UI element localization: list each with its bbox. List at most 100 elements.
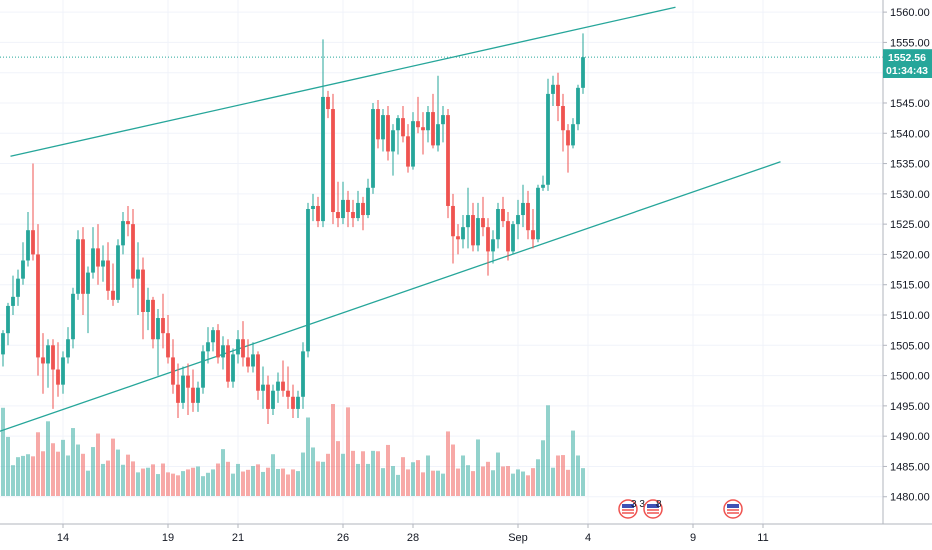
time-tick-label: 11: [757, 532, 768, 544]
candle-body: [76, 239, 80, 294]
volume-bar: [361, 451, 365, 496]
candle: [246, 339, 250, 373]
event-marker: 8: [643, 499, 663, 519]
candle: [496, 202, 500, 249]
candle: [556, 72, 560, 122]
volume-bar: [466, 465, 470, 496]
candle: [446, 109, 450, 219]
volume-bar: [566, 469, 570, 496]
candle: [161, 293, 165, 349]
candle-body: [106, 260, 110, 291]
candle-body: [406, 136, 410, 167]
candle: [536, 184, 540, 243]
candle-body: [111, 290, 115, 300]
candle-body: [241, 339, 245, 358]
volume-bar: [221, 449, 225, 496]
candle: [126, 205, 130, 237]
candle-body: [156, 318, 160, 340]
candle-body: [1, 333, 5, 355]
candle: [71, 287, 75, 349]
candle-body: [306, 208, 310, 352]
candle-body: [526, 202, 530, 231]
price-tick-label: 1495.00: [890, 401, 930, 413]
volume-bar: [141, 468, 145, 496]
candle-body: [246, 357, 250, 367]
candle-body: [286, 390, 290, 397]
volume-bar: [166, 472, 170, 496]
candle: [86, 266, 90, 334]
candle-body: [376, 109, 380, 140]
candle: [156, 308, 160, 376]
candle: [416, 96, 420, 134]
candle: [356, 190, 360, 222]
candle: [196, 381, 200, 412]
candle-body: [16, 278, 20, 297]
candle-body: [281, 381, 285, 391]
candle-body: [401, 118, 405, 137]
candle-body: [311, 205, 315, 209]
volume-bar: [151, 464, 155, 496]
candle-body: [321, 96, 325, 222]
price-tick-label: 1540.00: [890, 128, 930, 140]
candle: [216, 324, 220, 364]
candle: [261, 366, 265, 409]
candle-body: [236, 339, 240, 355]
volume-bar: [576, 455, 580, 496]
candle-body: [81, 239, 85, 294]
volume-bar: [336, 441, 340, 496]
candle: [326, 90, 330, 119]
volume-bar: [396, 474, 400, 496]
countdown-label: 01:34:43: [886, 65, 928, 77]
candle-body: [181, 375, 185, 403]
candle-body: [11, 296, 15, 306]
candle: [391, 124, 395, 176]
candle-body: [131, 224, 135, 279]
candle-body: [141, 269, 145, 312]
candle: [286, 366, 290, 409]
candle: [181, 366, 185, 409]
trend-lines[interactable]: [0, 6, 781, 432]
candle: [576, 84, 580, 131]
candle: [551, 75, 555, 107]
candle: [351, 199, 355, 228]
trend-line[interactable]: [0, 161, 781, 432]
candle-body: [56, 369, 60, 385]
candle: [341, 181, 345, 225]
price-tick-label: 1505.00: [890, 340, 930, 352]
candle-body: [431, 112, 435, 146]
volume-bar: [41, 451, 45, 496]
candle-body: [136, 269, 140, 279]
candle: [121, 212, 125, 255]
candle: [486, 218, 490, 276]
candle: [66, 327, 70, 364]
volume-bar: [441, 473, 445, 496]
candle-body: [86, 272, 90, 294]
candle: [476, 202, 480, 252]
candle: [251, 342, 255, 373]
candle: [256, 351, 260, 400]
candle: [266, 375, 270, 425]
volume-bar: [376, 451, 380, 496]
candle-body: [41, 357, 45, 364]
candle-body: [166, 333, 170, 358]
trend-line[interactable]: [10, 6, 676, 157]
volume-bar: [216, 463, 220, 496]
candle: [186, 363, 190, 415]
candle: [211, 327, 215, 352]
candle: [471, 202, 475, 252]
volume-bar: [491, 470, 495, 496]
candle-body: [566, 130, 570, 146]
candle-body: [21, 260, 25, 279]
volume-bar: [431, 470, 435, 496]
candle: [91, 227, 95, 279]
candle: [406, 124, 410, 173]
candle-body: [31, 230, 35, 255]
price-tags: 1552.56 01:34:43: [883, 49, 932, 78]
price-axis-background[interactable]: [883, 0, 932, 524]
candle-body: [391, 130, 395, 152]
candle-body: [206, 342, 210, 352]
volume-bar: [451, 444, 455, 496]
volume-bar: [341, 453, 345, 496]
